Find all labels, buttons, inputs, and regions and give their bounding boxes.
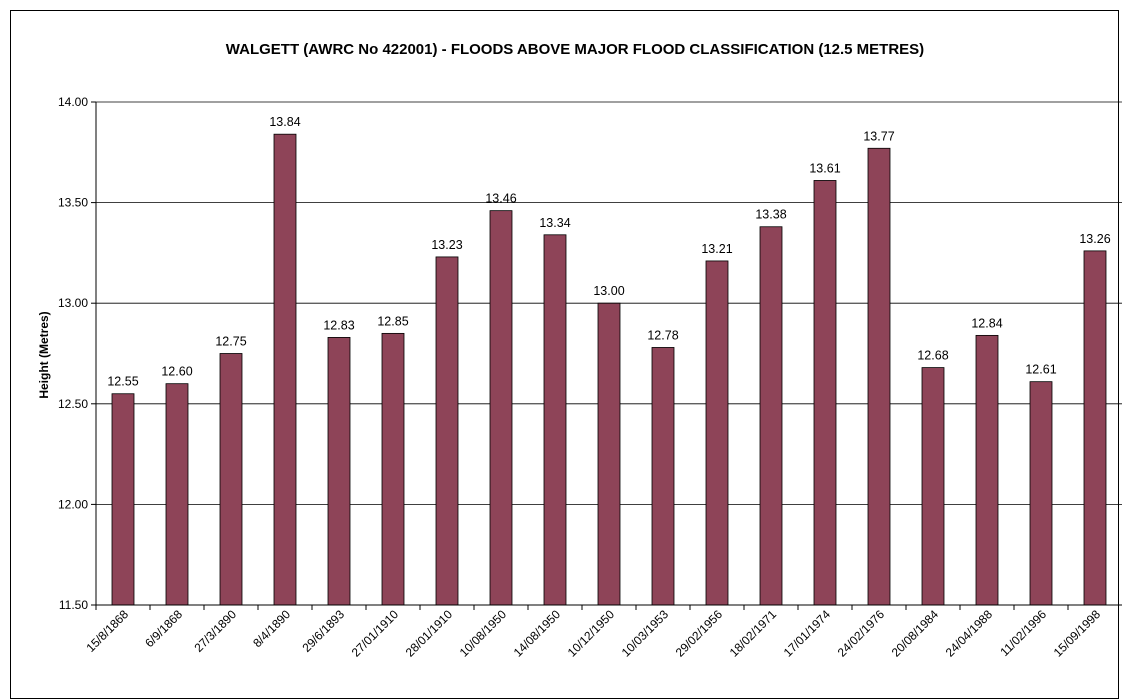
x-tick-label: 11/02/1996 — [997, 607, 1049, 659]
bar — [597, 302, 621, 606]
bar — [705, 260, 729, 606]
x-tick-label: 29/6/1893 — [299, 607, 347, 655]
data-label: 13.61 — [809, 161, 840, 175]
chart-title: WALGETT (AWRC No 422001) - FLOODS ABOVE … — [226, 41, 924, 58]
y-axis-ticks: 11.50 12.00 12.50 13.00 13.50 14.00 — [58, 95, 96, 612]
data-label: 12.55 — [107, 375, 138, 389]
axes — [95, 102, 1122, 606]
x-tick-label: 18/02/1971 — [727, 607, 780, 660]
data-label: 12.83 — [323, 318, 354, 332]
y-tick-label: 14.00 — [58, 95, 88, 109]
bar — [867, 147, 891, 606]
bar — [759, 226, 783, 606]
bar — [1083, 250, 1107, 606]
bar — [165, 383, 189, 606]
data-label: 12.85 — [377, 314, 408, 328]
data-label: 13.21 — [701, 242, 732, 256]
x-tick-label: 10/08/1950 — [457, 607, 510, 660]
y-tick-label: 11.50 — [59, 598, 88, 612]
x-tick-label: 27/01/1910 — [349, 607, 402, 660]
x-tick-label: 10/03/1953 — [619, 607, 672, 660]
data-label: 13.26 — [1079, 232, 1110, 246]
y-tick-label: 13.00 — [58, 296, 88, 310]
data-label: 13.77 — [863, 129, 894, 143]
data-label: 12.84 — [971, 316, 1002, 330]
bar — [111, 393, 135, 606]
data-label: 12.68 — [917, 349, 948, 363]
x-tick-label: 24/02/1976 — [835, 607, 888, 660]
data-label: 13.46 — [485, 192, 516, 206]
bar — [435, 256, 459, 606]
y-tick-label: 13.50 — [58, 196, 88, 210]
x-tick-label: 29/02/1956 — [673, 607, 726, 660]
data-label: 13.23 — [431, 238, 462, 252]
x-tick-label: 17/01/1974 — [781, 607, 834, 660]
bar — [381, 332, 405, 606]
x-tick-label: 14/08/1950 — [511, 607, 564, 660]
bar — [219, 353, 243, 606]
bar — [975, 334, 999, 606]
bar — [327, 337, 351, 606]
y-axis-label: Height (Metres) — [37, 311, 51, 398]
bar — [1029, 381, 1053, 606]
x-axis-ticks: 15/8/1868 6/9/1868 27/3/1890 8/4/1890 29/6/1… — [83, 605, 1103, 660]
x-tick-label: 24/04/1988 — [943, 607, 996, 660]
data-label: 12.60 — [161, 365, 192, 379]
data-label: 12.61 — [1025, 363, 1056, 377]
bar — [813, 180, 837, 606]
bars — [111, 133, 1107, 606]
x-tick-label: 10/12/1950 — [565, 607, 618, 660]
bar — [489, 210, 513, 606]
x-tick-label: 27/3/1890 — [191, 607, 239, 655]
data-label: 12.75 — [215, 335, 246, 349]
x-tick-label: 8/4/1890 — [250, 607, 293, 650]
x-tick-label: 20/08/1984 — [889, 607, 942, 660]
data-labels: 12.55 12.60 12.75 13.84 12.83 12.85 13.23 13.46… — [107, 115, 1110, 389]
bar — [543, 234, 567, 606]
bar — [273, 133, 297, 606]
data-label: 13.34 — [539, 216, 570, 230]
y-tick-label: 12.50 — [58, 397, 88, 411]
data-label: 13.84 — [269, 115, 300, 129]
data-label: 12.78 — [647, 328, 678, 342]
y-tick-label: 12.00 — [58, 497, 88, 511]
bar — [921, 367, 945, 606]
bar — [651, 347, 675, 606]
x-tick-label: 15/09/1998 — [1051, 607, 1104, 660]
x-tick-label: 6/9/1868 — [142, 607, 185, 650]
x-tick-label: 28/01/1910 — [403, 607, 456, 660]
x-tick-label: 15/8/1868 — [83, 607, 131, 655]
data-label: 13.00 — [593, 284, 624, 298]
data-label: 13.38 — [755, 208, 786, 222]
